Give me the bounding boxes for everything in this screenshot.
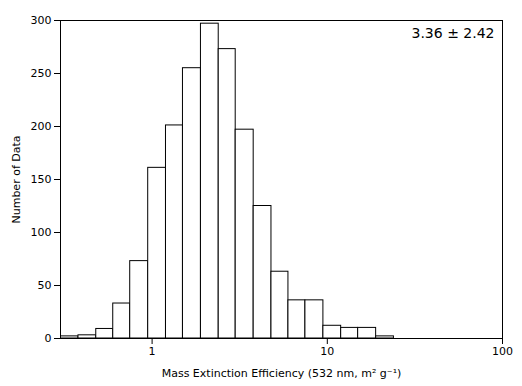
svg-text:3.36 ± 2.42: 3.36 ± 2.42: [412, 25, 495, 41]
svg-text:300: 300: [31, 14, 52, 27]
svg-text:200: 200: [31, 120, 52, 133]
svg-text:10: 10: [320, 345, 334, 358]
svg-text:0: 0: [45, 332, 52, 345]
svg-text:Mass Extinction Efficiency (53: Mass Extinction Efficiency (532 nm, m² g…: [162, 367, 402, 380]
svg-text:1: 1: [149, 345, 156, 358]
svg-text:100: 100: [31, 226, 52, 239]
svg-text:100: 100: [492, 345, 513, 358]
svg-text:Number of Data: Number of Data: [10, 135, 23, 223]
svg-text:50: 50: [38, 279, 52, 292]
svg-text:150: 150: [31, 173, 52, 186]
svg-text:250: 250: [31, 67, 52, 80]
